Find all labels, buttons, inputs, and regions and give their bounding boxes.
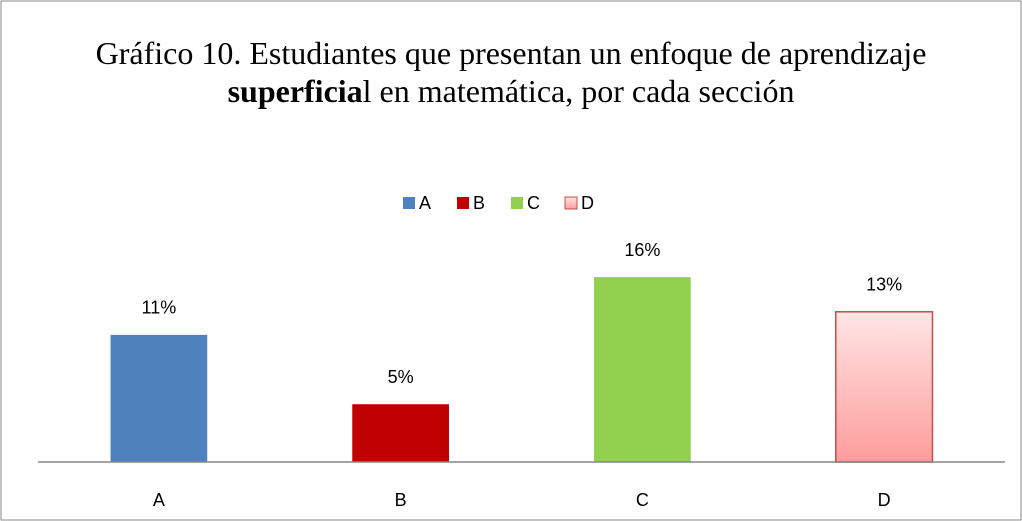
x-tick-label: B — [395, 490, 407, 510]
title-bold: superficia — [227, 73, 363, 109]
bar — [352, 404, 449, 462]
legend-swatch — [403, 197, 415, 209]
legend-swatch — [564, 196, 578, 210]
value-label: 5% — [388, 367, 414, 387]
bar — [835, 311, 934, 463]
x-tick-label: A — [153, 490, 165, 510]
value-label: 13% — [866, 275, 902, 295]
legend-label: D — [581, 193, 594, 213]
x-tick-label: D — [878, 490, 891, 510]
legend-label: B — [473, 193, 485, 213]
title-part: Gráfico 10. Estudiantes que presentan un… — [95, 35, 927, 71]
bar — [594, 277, 691, 462]
title-part: l en matemática, por cada sección — [362, 73, 795, 109]
legend-swatch — [511, 197, 523, 209]
legend-label: C — [527, 193, 540, 213]
bar — [110, 334, 208, 462]
chart-title: Gráfico 10. Estudiantes que presentan un… — [90, 34, 932, 110]
legend-label: A — [419, 193, 431, 213]
legend-swatch — [457, 197, 469, 209]
value-label: 11% — [142, 298, 177, 318]
value-label: 16% — [624, 240, 660, 260]
x-tick-label: C — [636, 490, 649, 510]
